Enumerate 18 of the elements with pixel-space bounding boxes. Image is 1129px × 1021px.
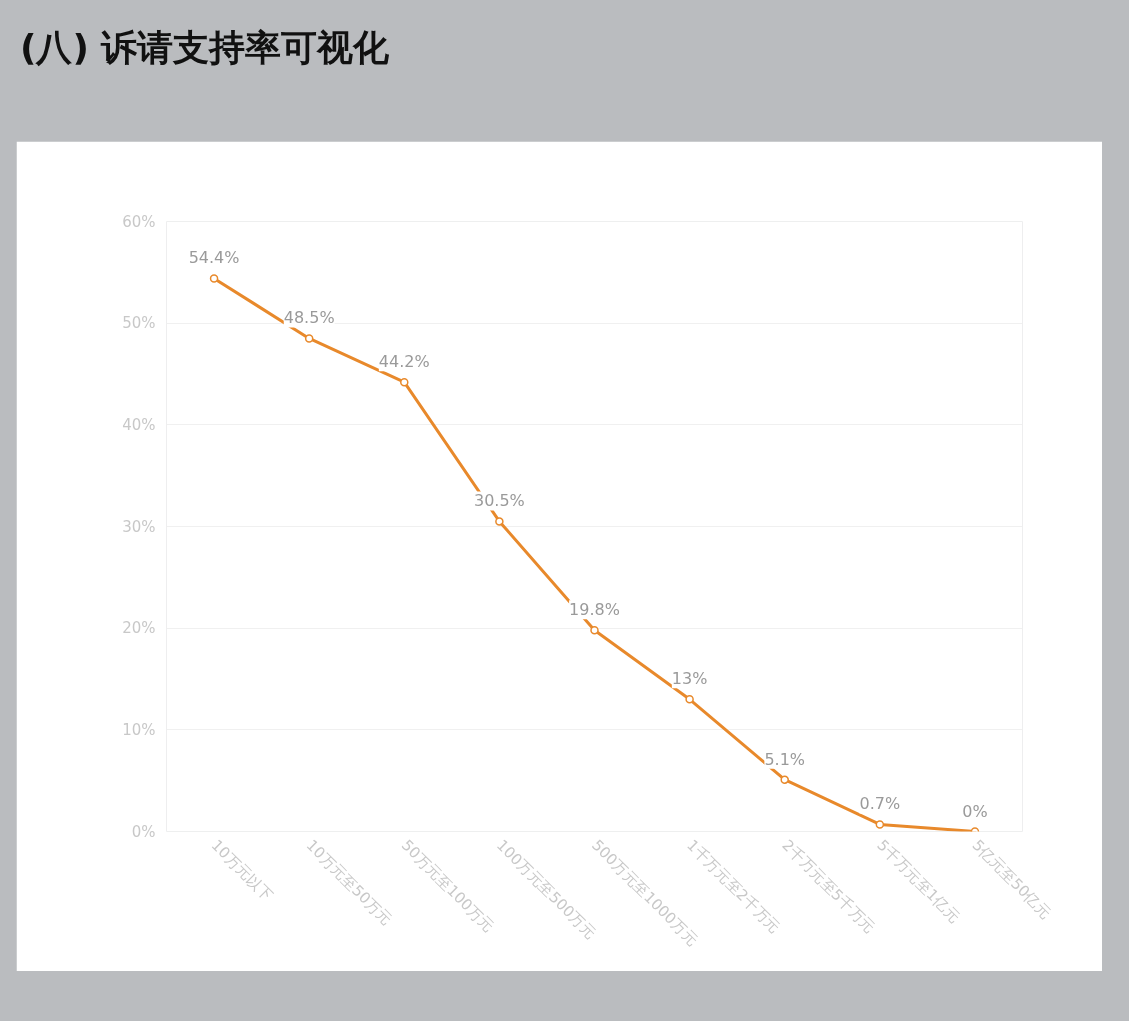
point: [590, 626, 599, 635]
data-label: 54.4%: [188, 248, 240, 268]
point: [400, 378, 409, 387]
data-label: 0.7%: [859, 794, 901, 814]
point: [780, 775, 789, 785]
point: [495, 517, 504, 527]
point: [304, 334, 314, 344]
data-label: 19.8%: [569, 600, 620, 620]
data-label: 30.5%: [473, 491, 525, 511]
data-label: 5.1%: [764, 750, 806, 770]
point: [685, 695, 694, 704]
data-label: 44.2%: [378, 352, 430, 372]
data-label: 13%: [671, 669, 708, 689]
chart-title: (八) 诉请支持率可视化: [20, 26, 390, 70]
data-label: 0%: [962, 801, 988, 821]
data-label: 48.5%: [283, 308, 335, 328]
point: [875, 820, 885, 830]
point: [209, 274, 219, 284]
